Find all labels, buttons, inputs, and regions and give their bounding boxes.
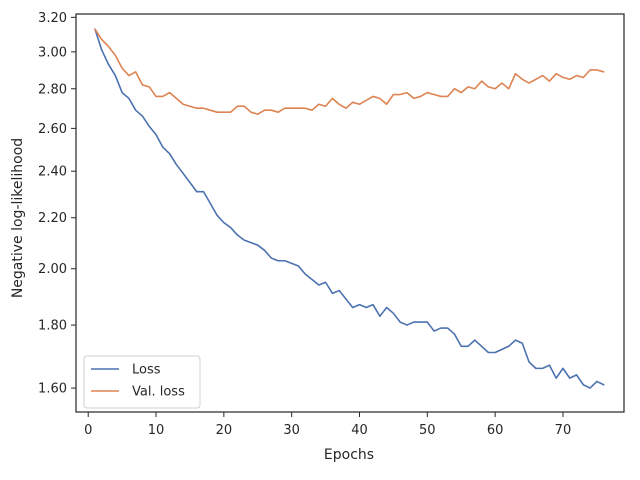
y-axis-label: Negative log-likelihood — [10, 138, 26, 298]
x-tick-label: 0 — [84, 423, 92, 438]
y-tick-label: 2.20 — [38, 211, 67, 226]
y-tick-label: 1.80 — [38, 319, 67, 334]
y-tick-label: 2.60 — [38, 122, 67, 137]
series-line-2 — [94, 28, 605, 115]
x-tick-label: 40 — [351, 423, 368, 438]
legend-label-1: Loss — [132, 363, 161, 378]
legend-label-2: Val. loss — [132, 385, 185, 400]
axes-frame — [75, 13, 625, 413]
y-tick-label: 2.00 — [38, 262, 67, 277]
series-layer — [94, 28, 605, 389]
y-tick-label: 3.20 — [38, 11, 67, 26]
axes-layer: 0 10 20 30 40 50 60 70 1.60 1.80 2.00 2.20 2.40 2.60 2… — [38, 11, 625, 438]
x-tick-label: 30 — [283, 423, 300, 438]
y-tick-label: 1.60 — [38, 382, 67, 397]
x-tick-label: 60 — [487, 423, 504, 438]
series-line-1 — [94, 28, 605, 389]
x-tick-label: 10 — [148, 423, 165, 438]
x-axis-label: Epochs — [324, 447, 374, 463]
y-tick-label: 2.80 — [38, 82, 67, 97]
y-tick-label: 2.40 — [38, 165, 67, 180]
y-tick-label: 3.00 — [38, 45, 67, 60]
x-tick-label: 50 — [419, 423, 436, 438]
x-tick-label: 70 — [555, 423, 572, 438]
legend: Loss Val. loss — [83, 355, 201, 409]
x-tick-label: 20 — [216, 423, 233, 438]
